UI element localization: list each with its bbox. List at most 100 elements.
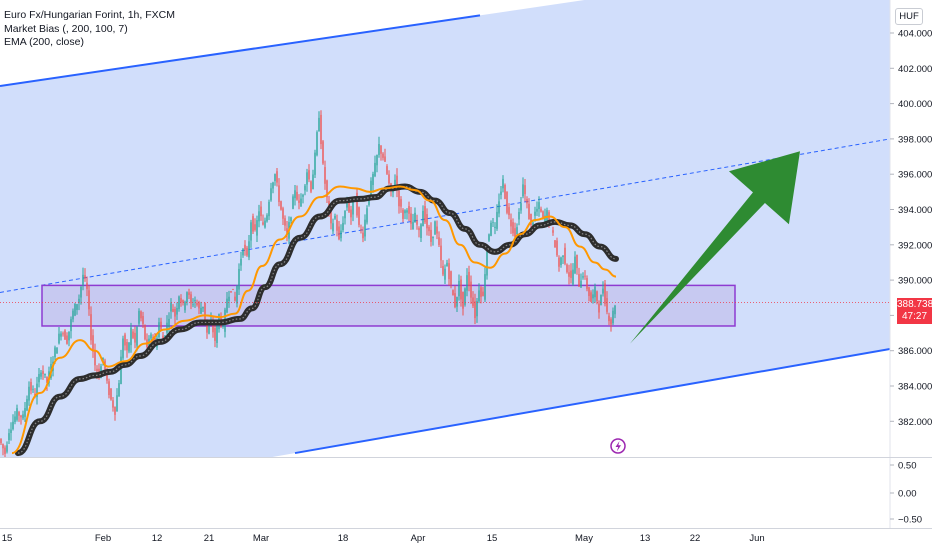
candle-body xyxy=(350,209,352,218)
candle-body xyxy=(74,303,76,316)
candle-body xyxy=(306,172,308,185)
candle-body xyxy=(182,300,184,303)
candle-body xyxy=(318,117,320,132)
candle-body xyxy=(436,226,438,234)
candle-body xyxy=(200,307,202,314)
candle-body xyxy=(82,274,84,285)
x-tick-label: Jun xyxy=(749,533,764,544)
candle-body xyxy=(16,408,18,420)
candle-body xyxy=(410,213,412,224)
candle-body xyxy=(432,236,434,239)
candle-body xyxy=(54,347,56,358)
candle-body xyxy=(386,166,388,174)
candle-body xyxy=(226,298,228,313)
candle-body xyxy=(24,408,26,417)
candle-body xyxy=(388,174,390,184)
market-bias-inner xyxy=(17,185,617,454)
candle-body xyxy=(346,203,348,208)
candle-body xyxy=(36,383,38,397)
lightning-event-icon xyxy=(610,438,626,454)
currency-badge[interactable]: HUF xyxy=(895,8,923,25)
candle-body xyxy=(418,228,420,231)
candle-body xyxy=(464,288,466,305)
candle-body xyxy=(90,314,92,341)
candle-body xyxy=(266,215,268,222)
candle-body xyxy=(282,208,284,219)
candle-body xyxy=(372,173,374,186)
legend-market-bias[interactable]: Market Bias (, 200, 100, 7) xyxy=(4,22,128,35)
candle-body xyxy=(588,287,590,297)
candles xyxy=(0,110,616,457)
candle-body xyxy=(460,279,462,300)
candle-body xyxy=(234,296,236,301)
candle-body xyxy=(96,368,98,372)
candle-body xyxy=(114,406,116,415)
lightning-icon xyxy=(615,441,621,452)
candle-body xyxy=(554,240,556,248)
candle-body xyxy=(508,207,510,216)
candle-body xyxy=(478,290,480,302)
candle-body xyxy=(384,156,386,162)
candle-body xyxy=(402,209,404,219)
candle-body xyxy=(344,210,346,219)
candle-body xyxy=(330,211,332,224)
candle-body xyxy=(222,325,224,327)
candle-body xyxy=(434,221,436,235)
candle-body xyxy=(28,386,30,401)
candle-body xyxy=(334,215,336,219)
candle-body xyxy=(66,335,68,344)
candle-body xyxy=(70,319,72,332)
candle-body xyxy=(486,246,488,276)
candle-body xyxy=(310,181,312,192)
candle-body xyxy=(248,241,250,258)
candle-body xyxy=(516,227,518,235)
candle-body xyxy=(552,230,554,233)
candle-body xyxy=(548,212,550,224)
candle-body xyxy=(496,211,498,229)
candle-body xyxy=(476,300,478,317)
candle-body xyxy=(144,325,146,340)
candle-body xyxy=(348,201,350,212)
candle-body xyxy=(562,255,564,258)
candle-body xyxy=(494,226,496,229)
chart-legend: Euro Fx/Hungarian Forint, 1h, FXCM Marke… xyxy=(4,9,175,50)
candle-body xyxy=(362,232,364,239)
candle-body xyxy=(8,433,10,441)
candle-body xyxy=(536,208,538,212)
candle-body xyxy=(400,199,402,207)
candle-body xyxy=(250,222,252,241)
candle-body xyxy=(198,302,200,309)
bar-countdown: 47:27 xyxy=(901,311,928,322)
candle-body xyxy=(290,217,292,222)
candle-body xyxy=(178,296,180,310)
candle-body xyxy=(134,332,136,343)
candle-body xyxy=(374,162,376,177)
x-tick-label: 22 xyxy=(690,533,701,544)
candle-body xyxy=(602,288,604,294)
candle-body xyxy=(540,208,542,212)
y-tick-label: 390.000 xyxy=(898,276,932,287)
candle-body xyxy=(610,319,612,325)
candle-body xyxy=(316,132,318,156)
candle-body xyxy=(546,210,548,221)
candle-body xyxy=(228,296,230,301)
legend-symbol[interactable]: Euro Fx/Hungarian Forint, 1h, FXCM xyxy=(4,9,175,21)
osc-tick-label: 0.50 xyxy=(898,461,917,472)
y-tick-label: 382.000 xyxy=(898,417,932,428)
candle-body xyxy=(176,307,178,315)
candle-body xyxy=(296,191,298,200)
candle-body xyxy=(324,167,326,184)
candle-body xyxy=(116,395,118,412)
candle-body xyxy=(38,373,40,383)
candle-body xyxy=(412,221,414,230)
legend-ema[interactable]: EMA (200, close) xyxy=(4,36,84,48)
candle-body xyxy=(166,322,168,333)
candle-body xyxy=(308,170,310,180)
y-tick-label: 392.000 xyxy=(898,240,932,251)
candle-body xyxy=(594,286,596,298)
channel-upper-line xyxy=(0,14,481,87)
candle-body xyxy=(492,222,494,224)
candle-body xyxy=(184,301,186,311)
y-tick-label: 400.000 xyxy=(898,99,932,110)
